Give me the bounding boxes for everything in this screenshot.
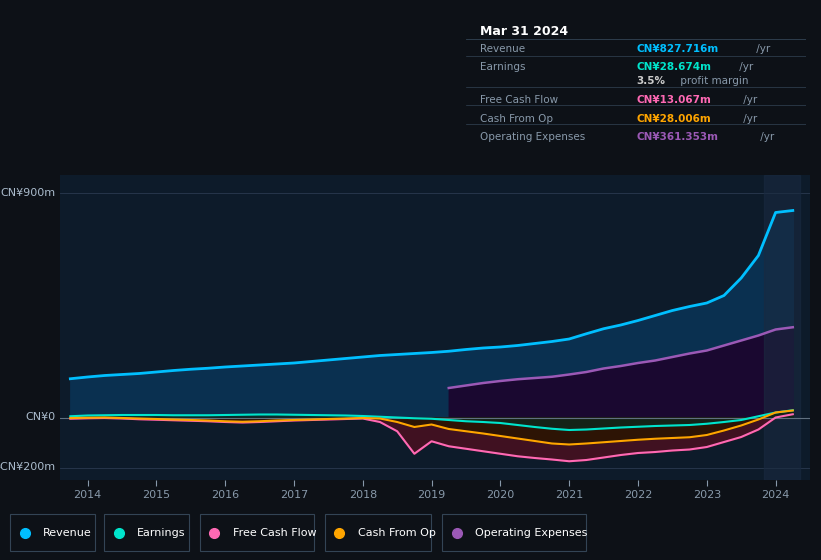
Text: Revenue: Revenue <box>43 528 92 538</box>
Text: CN¥28.006m: CN¥28.006m <box>636 114 711 124</box>
Text: Earnings: Earnings <box>137 528 186 538</box>
Text: Operating Expenses: Operating Expenses <box>479 132 585 142</box>
Text: Mar 31 2024: Mar 31 2024 <box>479 25 568 38</box>
Text: CN¥900m: CN¥900m <box>1 188 56 198</box>
Text: Free Cash Flow: Free Cash Flow <box>232 528 316 538</box>
Text: Cash From Op: Cash From Op <box>479 114 553 124</box>
Text: /yr: /yr <box>740 95 757 105</box>
Text: Revenue: Revenue <box>479 44 525 54</box>
Text: /yr: /yr <box>754 44 771 54</box>
Bar <box>764 175 800 480</box>
Text: /yr: /yr <box>757 132 774 142</box>
Text: Earnings: Earnings <box>479 62 525 72</box>
Text: profit margin: profit margin <box>677 77 748 86</box>
Text: CN¥0: CN¥0 <box>25 413 56 422</box>
Text: /yr: /yr <box>740 114 757 124</box>
Text: CN¥361.353m: CN¥361.353m <box>636 132 718 142</box>
Text: Cash From Op: Cash From Op <box>358 528 435 538</box>
Text: Operating Expenses: Operating Expenses <box>475 528 588 538</box>
Text: Free Cash Flow: Free Cash Flow <box>479 95 557 105</box>
Text: CN¥827.716m: CN¥827.716m <box>636 44 718 54</box>
Text: /yr: /yr <box>736 62 754 72</box>
Text: -CN¥200m: -CN¥200m <box>0 463 56 473</box>
Text: CN¥13.067m: CN¥13.067m <box>636 95 711 105</box>
Text: 3.5%: 3.5% <box>636 77 665 86</box>
Text: CN¥28.674m: CN¥28.674m <box>636 62 711 72</box>
